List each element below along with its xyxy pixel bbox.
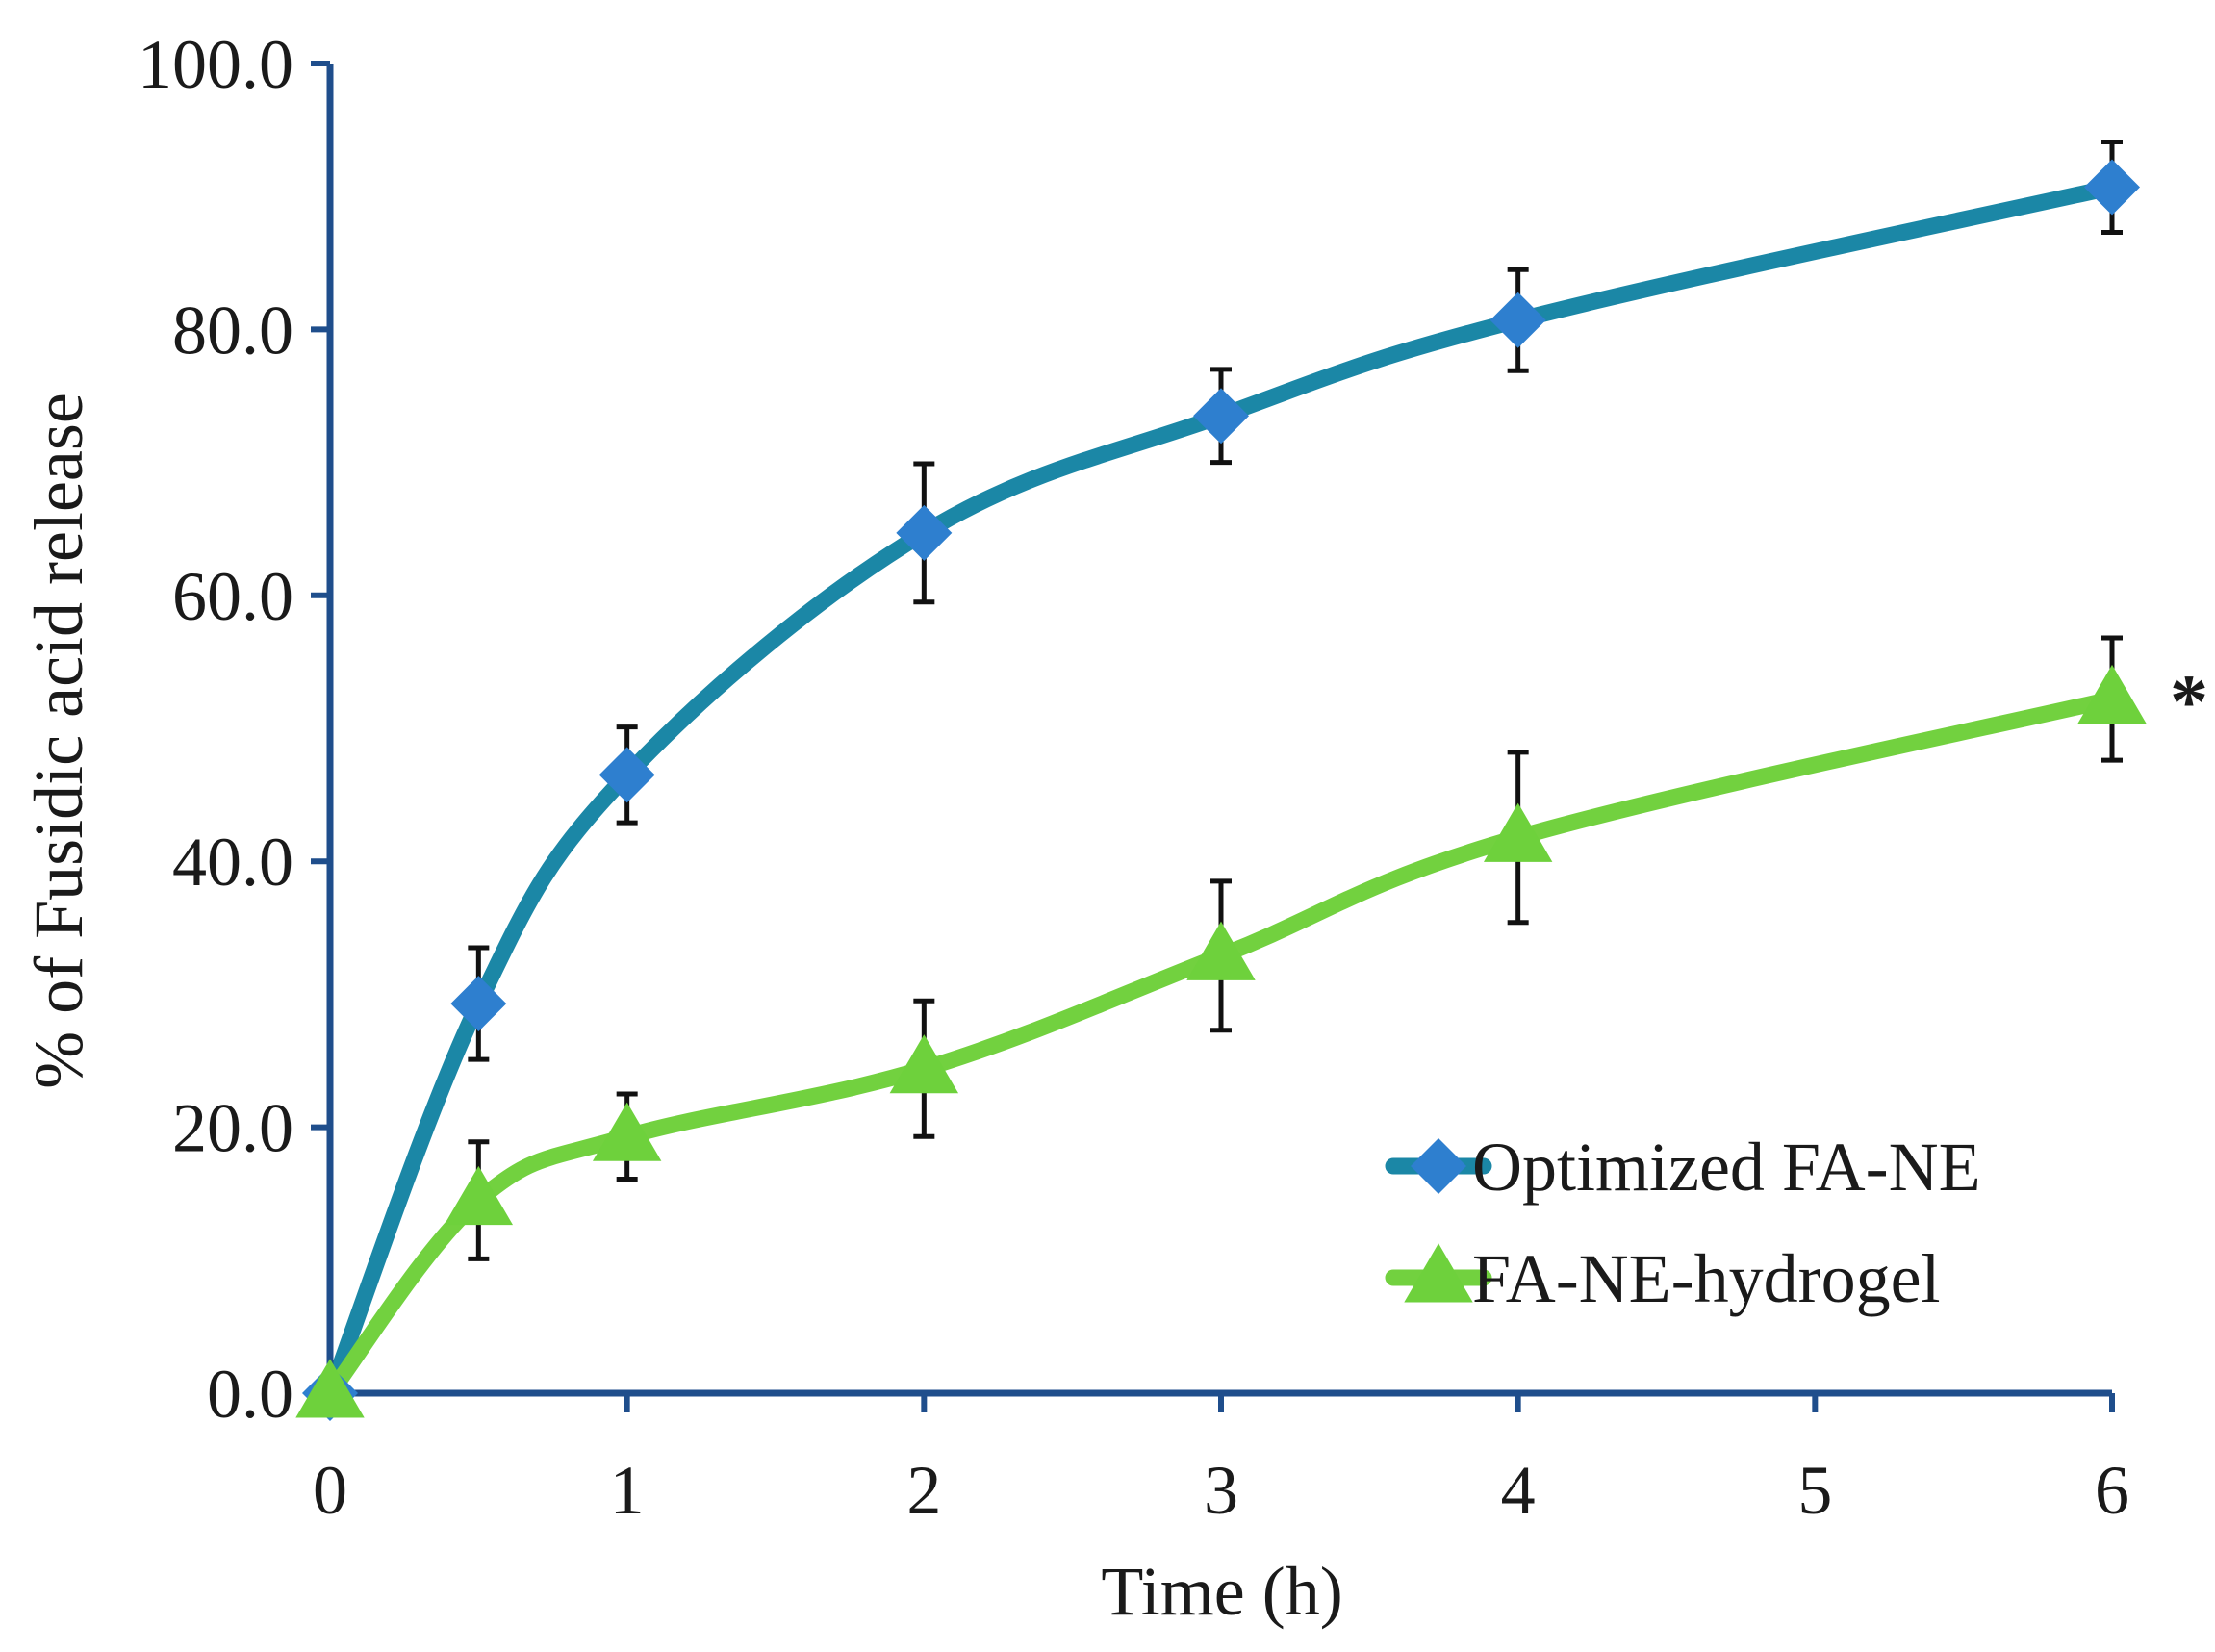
series-line-fa-ne-hydrogel [321,691,2121,1402]
x-tick-label: 0 [313,1452,347,1529]
x-tick-label: 1 [610,1452,645,1529]
data-point-fa-ne-hydrogel [295,1359,365,1418]
data-point-fa-ne-hydrogel [444,1165,514,1226]
legend-swatch-marker-optimized-fa-ne [1411,1138,1466,1194]
y-tick-label: 100.0 [138,26,293,103]
legend-label-fa-ne-hydrogel: FA-NE-hydrogel [1472,1240,1941,1317]
data-point-optimized-fa-ne [1489,292,1546,348]
data-point-optimized-fa-ne [450,976,507,1032]
annotation-layer: * [2170,661,2208,746]
data-point-optimized-fa-ne [2084,159,2140,216]
markers-layer [295,140,2147,1421]
y-axis-title: % of Fusidic acid release [20,393,97,1089]
y-tick-label: 60.0 [172,558,293,635]
x-tick-label: 5 [1797,1452,1832,1529]
legend: Optimized FA-NE FA-NE-hydrogel [1385,1129,1981,1317]
y-tick-label: 80.0 [172,292,293,369]
y-tick-label: 40.0 [172,824,293,901]
legend-label-optimized-fa-ne: Optimized FA-NE [1472,1129,1981,1206]
x-tick-label: 2 [906,1452,941,1529]
x-axis-title: Time (h) [1101,1553,1342,1630]
data-point-fa-ne-hydrogel [1186,921,1256,980]
y-tick-label: 20.0 [172,1090,293,1167]
data-point-fa-ne-hydrogel [889,1034,959,1094]
x-tick-label: 6 [2095,1452,2129,1529]
data-point-optimized-fa-ne [896,504,953,561]
x-tick-label: 3 [1204,1452,1238,1529]
data-point-fa-ne-hydrogel [1483,802,1553,862]
ticks-layer: 0.0 20.0 40.0 60.0 80.0 100.0 0 1 2 3 4 5 6 [138,26,2129,1529]
significance-asterisk: * [2170,661,2208,746]
data-point-optimized-fa-ne [598,747,655,803]
data-point-fa-ne-hydrogel [2077,664,2147,724]
y-tick-label: 0.0 [207,1356,293,1433]
x-tick-label: 4 [1501,1452,1536,1529]
legend-swatch-marker-fa-ne-hydrogel [1404,1243,1473,1303]
data-point-fa-ne-hydrogel [592,1102,662,1161]
data-point-optimized-fa-ne [1193,388,1249,445]
